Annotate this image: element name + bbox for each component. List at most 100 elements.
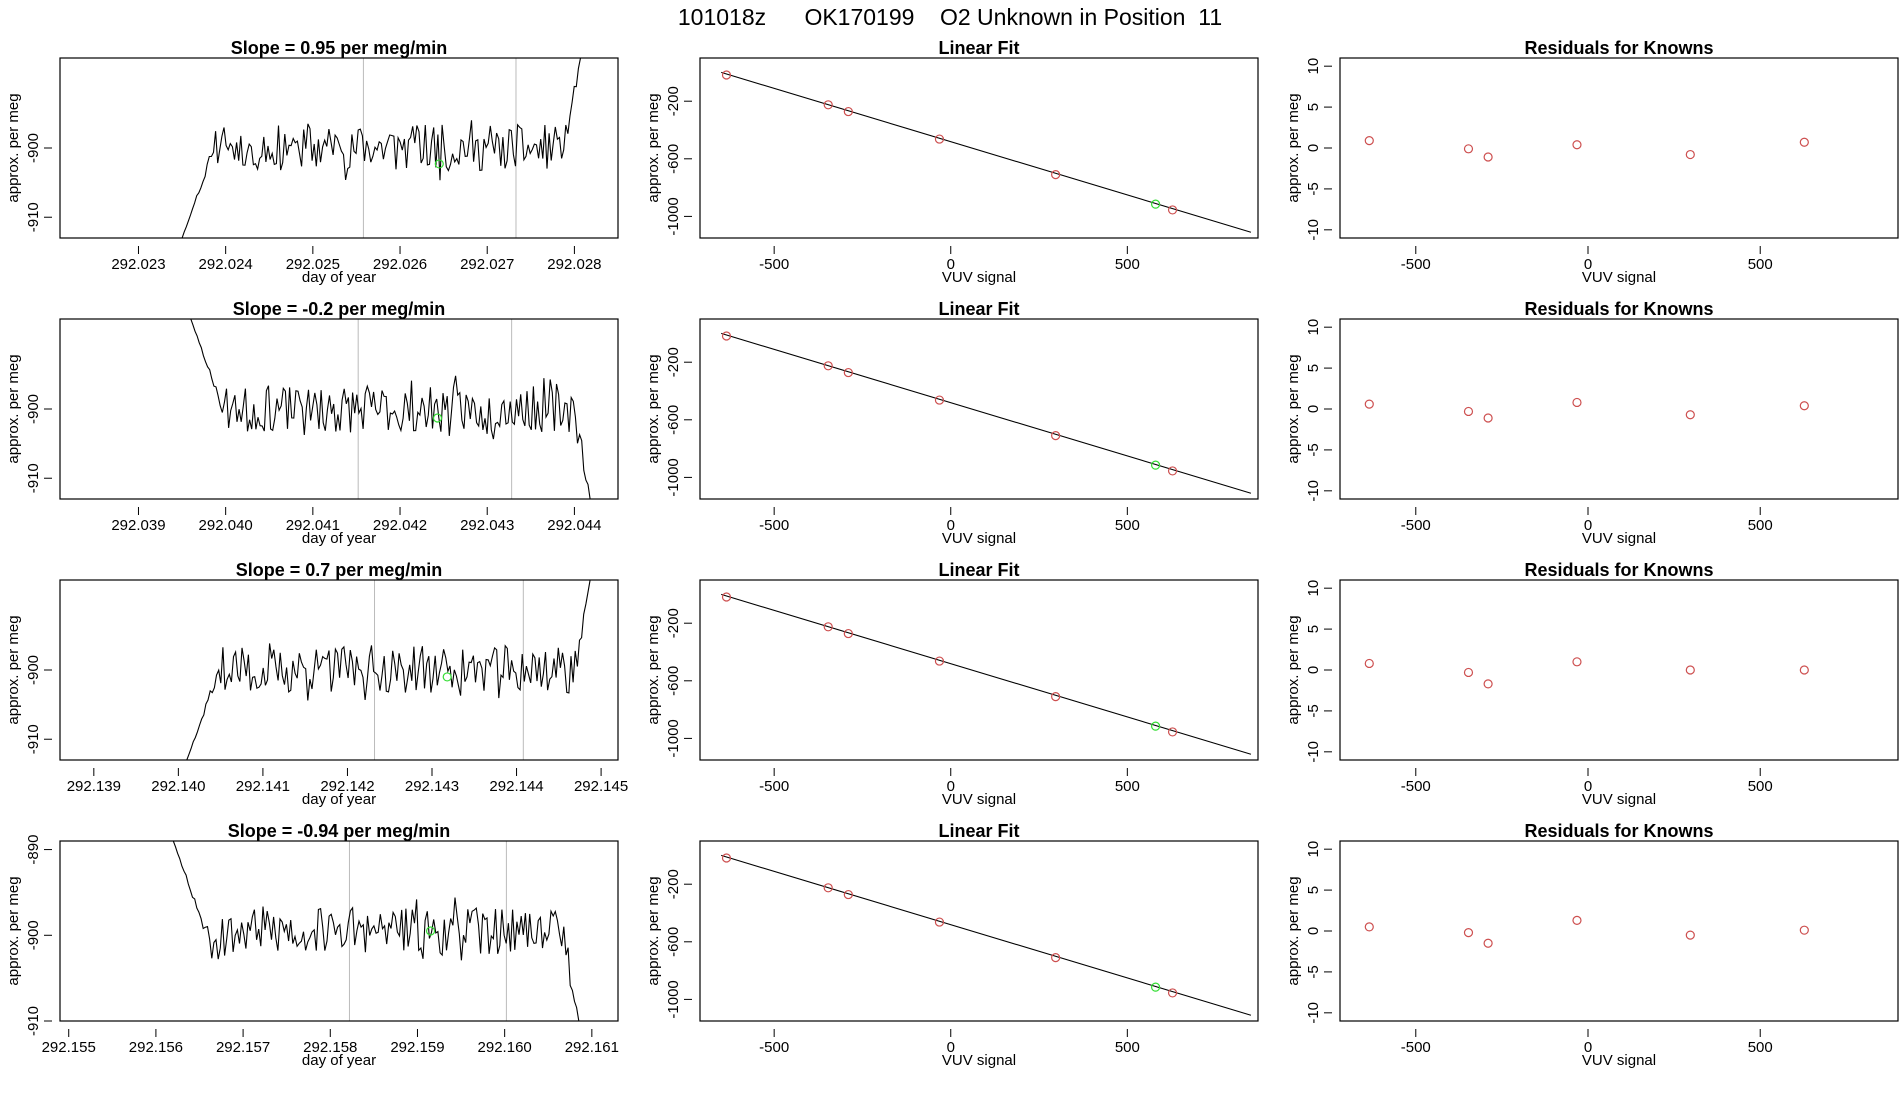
y-axis: -890 -900 -910 — [25, 835, 52, 1036]
x-tick-label: -500 — [1401, 256, 1431, 273]
x-axis: -500 0 500 — [1401, 507, 1773, 534]
y-tick-label: -5 — [1305, 704, 1322, 717]
plot-title: Residuals for Knowns — [1524, 38, 1713, 58]
data-trace — [190, 319, 591, 499]
y-tick-label: 0 — [1305, 144, 1322, 152]
page-title: 101018z OK170199 O2 Unknown in Position … — [677, 4, 1223, 30]
unknown-point — [1150, 460, 1161, 470]
y-tick-label: -10 — [1305, 219, 1322, 241]
known-point — [934, 395, 945, 405]
unknown-point — [434, 159, 444, 169]
y-axis: -900 -910 — [25, 394, 52, 493]
x-tick-label: 292.023 — [111, 256, 165, 273]
x-axis: 292.139 292.140 292.141 292.142 292.143 292.1… — [67, 768, 628, 795]
y-tick-label: -1000 — [665, 719, 682, 757]
x-axis-label: VUV signal — [1582, 530, 1656, 547]
y-axis: 10 5 0 -5 -10 — [1305, 319, 1332, 502]
y-axis: 10 5 0 -5 -10 — [1305, 580, 1332, 763]
y-axis: -900 -910 — [25, 655, 52, 754]
plot-frame — [1339, 318, 1899, 500]
y-tick-label: -600 — [665, 666, 682, 696]
y-tick-label: 5 — [1305, 886, 1322, 894]
plot-panel: Slope = 0.95 per meg/min day of year appro… — [5, 38, 619, 286]
known-point — [721, 853, 732, 863]
y-tick-label: -200 — [665, 347, 682, 377]
plot-frame — [59, 318, 619, 500]
y-tick-label: -1000 — [665, 197, 682, 235]
x-tick-label: 292.157 — [216, 1039, 270, 1056]
plot-content — [172, 841, 580, 1021]
y-tick-label: 0 — [1305, 927, 1322, 935]
unknown-point — [432, 413, 443, 423]
x-tick-label: 292.024 — [199, 256, 253, 273]
plot-frame — [699, 318, 1259, 500]
x-axis: -500 0 500 — [1401, 246, 1773, 273]
plot-title: Residuals for Knowns — [1524, 821, 1713, 841]
plot-content — [1364, 136, 1809, 162]
x-tick-label: 292.025 — [286, 256, 340, 273]
x-tick-label: 292.158 — [303, 1039, 357, 1056]
x-tick-label: 500 — [1748, 1039, 1773, 1056]
x-axis-label: VUV signal — [1582, 791, 1656, 808]
x-axis-label: day of year — [302, 1052, 376, 1069]
y-axis: 10 5 0 -5 -10 — [1305, 58, 1332, 241]
fit-line — [721, 593, 1252, 755]
y-tick-label: -5 — [1305, 182, 1322, 195]
plot-content — [721, 853, 1252, 1016]
x-axis: -500 0 500 — [759, 246, 1140, 273]
x-axis-label: VUV signal — [1582, 1052, 1656, 1069]
y-axis: -200 -600 -1000 — [665, 86, 692, 236]
x-axis: -500 0 500 — [1401, 1029, 1773, 1056]
plot-frame — [59, 579, 619, 761]
plot-title: Slope = -0.2 per meg/min — [233, 299, 446, 319]
known-point — [934, 134, 945, 144]
plot-title: Linear Fit — [938, 560, 1019, 580]
y-axis: 10 5 0 -5 -10 — [1305, 841, 1332, 1024]
residual-point — [1463, 144, 1474, 154]
residual-point — [1685, 410, 1695, 420]
plot-frame — [59, 57, 619, 239]
y-tick-label: -900 — [25, 394, 42, 424]
residual-point — [1364, 922, 1374, 932]
y-tick-label: 0 — [1305, 405, 1322, 413]
y-tick-label: -910 — [25, 202, 42, 232]
y-axis-label: approx. per meg — [645, 354, 662, 463]
plot-panel: Linear Fit VUV signal approx. per meg -500 0… — [645, 38, 1259, 286]
known-point — [1051, 953, 1061, 963]
plot-frame — [1339, 840, 1899, 1022]
x-tick-label: 0 — [1584, 1039, 1592, 1056]
residual-point — [1572, 140, 1582, 150]
x-axis-label: day of year — [302, 269, 376, 286]
x-tick-label: 292.145 — [574, 778, 628, 795]
plot-content — [721, 592, 1252, 755]
y-tick-label: -910 — [25, 463, 42, 493]
known-point — [721, 331, 732, 341]
x-axis-label: VUV signal — [1582, 269, 1656, 286]
x-tick-label: 292.140 — [151, 778, 205, 795]
plot-frame — [699, 57, 1259, 239]
x-axis: -500 0 500 — [1401, 768, 1773, 795]
plot-panel: Residuals for Knowns VUV signal approx. pe… — [1285, 560, 1899, 808]
plot-title: Slope = 0.95 per meg/min — [231, 38, 448, 58]
x-tick-label: 292.156 — [129, 1039, 183, 1056]
unknown-point — [1150, 199, 1161, 209]
plot-content — [721, 331, 1252, 494]
plot-content — [1364, 657, 1809, 689]
x-tick-label: 292.043 — [460, 517, 514, 534]
y-tick-label: -900 — [25, 920, 42, 950]
unknown-point — [425, 926, 436, 936]
y-tick-label: 10 — [1305, 58, 1322, 75]
known-point — [1051, 431, 1061, 441]
x-tick-label: 292.041 — [286, 517, 340, 534]
x-tick-label: 0 — [1584, 256, 1592, 273]
residual-point — [1483, 679, 1493, 689]
known-point — [721, 70, 732, 80]
y-axis: -200 -600 -1000 — [665, 608, 692, 758]
data-trace — [181, 58, 582, 238]
x-tick-label: 292.159 — [390, 1039, 444, 1056]
x-tick-label: -500 — [759, 778, 789, 795]
plot-content — [1364, 397, 1809, 423]
x-tick-label: 292.027 — [460, 256, 514, 273]
x-tick-label: 500 — [1115, 1039, 1140, 1056]
